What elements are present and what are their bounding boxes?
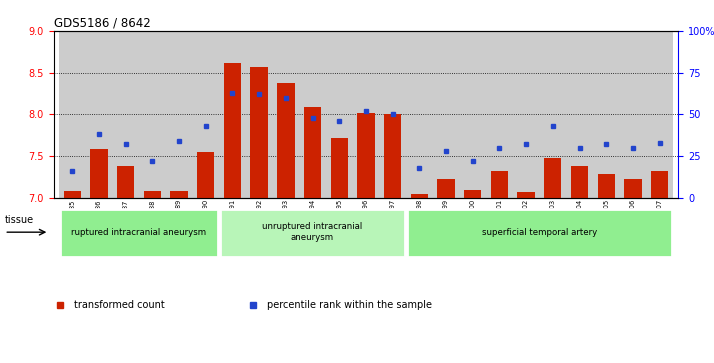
Bar — [251, 67, 268, 198]
Bar — [566, 31, 593, 198]
Bar — [411, 194, 428, 198]
Bar — [144, 191, 161, 198]
Bar — [192, 31, 219, 198]
Bar — [112, 31, 139, 198]
Bar — [433, 31, 459, 198]
Bar — [464, 190, 481, 198]
Text: GDS5186 / 8642: GDS5186 / 8642 — [54, 17, 151, 30]
Text: unruptured intracranial
aneurysm: unruptured intracranial aneurysm — [263, 223, 363, 242]
Bar — [598, 175, 615, 198]
Bar — [246, 31, 273, 198]
Text: transformed count: transformed count — [74, 300, 164, 310]
Bar — [620, 31, 646, 198]
Bar — [357, 113, 375, 198]
Bar — [277, 83, 294, 198]
Bar — [139, 31, 166, 198]
Text: ruptured intracranial aneurysm: ruptured intracranial aneurysm — [71, 228, 206, 237]
Bar — [299, 31, 326, 198]
Bar — [60, 209, 218, 257]
Bar — [379, 31, 406, 198]
Bar — [570, 166, 588, 198]
Bar — [197, 152, 214, 198]
Bar — [223, 62, 241, 198]
Bar — [219, 31, 246, 198]
Bar — [86, 31, 112, 198]
Bar — [407, 209, 672, 257]
Bar — [90, 150, 108, 198]
Text: percentile rank within the sample: percentile rank within the sample — [267, 300, 432, 310]
Bar — [353, 31, 379, 198]
Bar — [384, 114, 401, 198]
Bar — [171, 191, 188, 198]
Bar — [593, 31, 620, 198]
Bar — [326, 31, 353, 198]
Bar — [406, 31, 433, 198]
Bar — [64, 191, 81, 198]
Bar — [491, 171, 508, 198]
Bar — [518, 192, 535, 198]
Bar — [486, 31, 513, 198]
Bar — [651, 171, 668, 198]
Bar — [59, 31, 86, 198]
Bar — [438, 179, 455, 198]
Bar — [220, 209, 405, 257]
Bar — [513, 31, 540, 198]
Bar — [624, 179, 642, 198]
Bar — [166, 31, 192, 198]
Bar — [540, 31, 566, 198]
Bar — [646, 31, 673, 198]
Bar — [544, 158, 561, 198]
Bar — [304, 107, 321, 198]
Bar — [273, 31, 299, 198]
Bar — [117, 166, 134, 198]
Text: tissue: tissue — [4, 215, 34, 225]
Text: superficial temporal artery: superficial temporal artery — [482, 228, 597, 237]
Bar — [331, 138, 348, 198]
Bar — [459, 31, 486, 198]
